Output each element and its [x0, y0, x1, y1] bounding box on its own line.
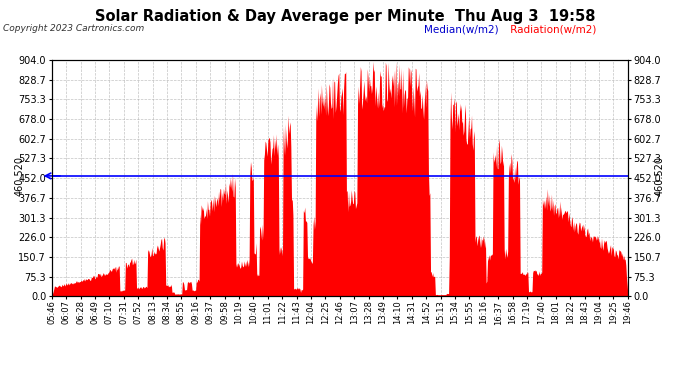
Text: 460.520: 460.520	[15, 156, 25, 196]
Text: Median(w/m2): Median(w/m2)	[424, 24, 499, 34]
Text: Radiation(w/m2): Radiation(w/m2)	[507, 24, 597, 34]
Text: Copyright 2023 Cartronics.com: Copyright 2023 Cartronics.com	[3, 24, 145, 33]
Text: 460.520: 460.520	[655, 156, 664, 196]
Text: Solar Radiation & Day Average per Minute  Thu Aug 3  19:58: Solar Radiation & Day Average per Minute…	[95, 9, 595, 24]
